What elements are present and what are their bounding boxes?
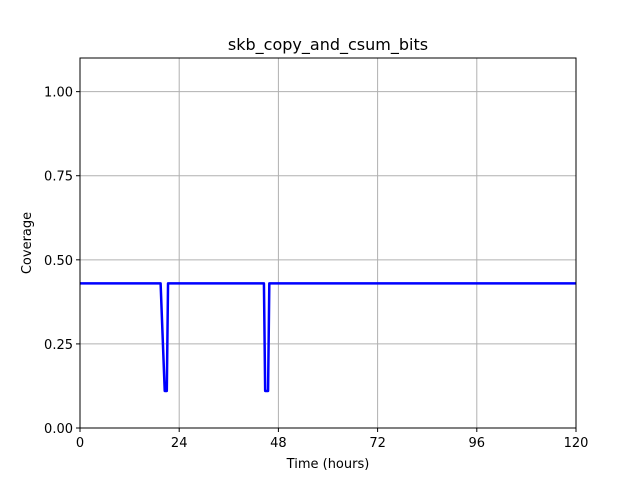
x-tick-label: 48 — [270, 436, 287, 451]
y-axis-title: Coverage — [20, 212, 35, 274]
y-tick-label: 0.50 — [44, 254, 73, 269]
y-axis-ticks: 0.00 0.25 0.50 0.75 1.00 — [44, 86, 80, 437]
x-tick-label: 120 — [564, 436, 589, 451]
y-tick-label: 0.75 — [44, 170, 73, 185]
coverage-series-line — [80, 282, 576, 393]
x-axis-ticks: 0 24 48 72 96 120 — [76, 428, 589, 451]
x-tick-label: 72 — [369, 436, 386, 451]
series-layer — [80, 282, 576, 393]
chart-title: skb_copy_and_csum_bits — [228, 35, 428, 55]
y-tick-label: 1.00 — [44, 86, 73, 101]
x-axis-title: Time (hours) — [286, 457, 370, 472]
x-tick-label: 0 — [76, 436, 84, 451]
y-tick-label: 0.25 — [44, 338, 73, 353]
x-tick-label: 96 — [469, 436, 486, 451]
y-tick-label: 0.00 — [44, 422, 73, 437]
x-tick-label: 24 — [171, 436, 188, 451]
plot-frame — [79, 57, 577, 429]
grid — [79, 58, 577, 429]
